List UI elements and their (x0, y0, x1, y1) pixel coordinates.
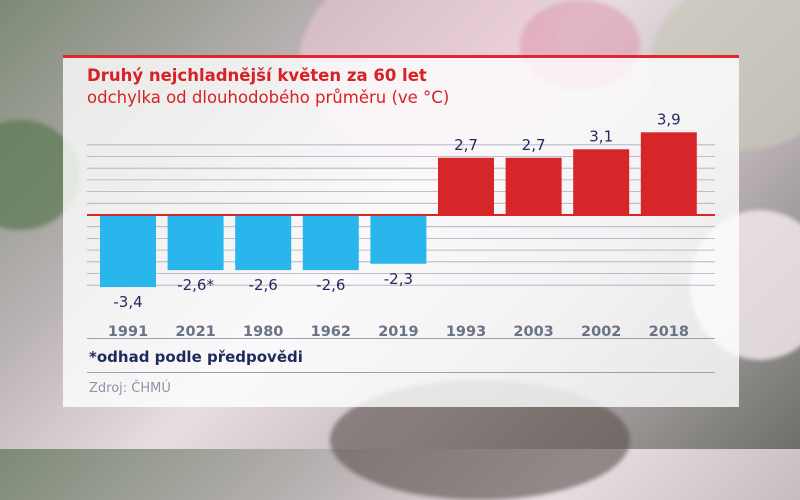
bar (167, 215, 224, 271)
chart-panel: Druhý nejchladnější květen za 60 let odc… (63, 55, 739, 407)
bar (573, 149, 630, 215)
category-label: 2019 (378, 324, 418, 340)
bar (370, 215, 427, 264)
category-label: 2002 (581, 324, 621, 340)
data-label: -2,3 (384, 270, 413, 288)
bar-chart: -3,4 1991 -2,6* 2021 -2,6 1980 -2,6 1962 -2,3 201… (87, 110, 715, 340)
bar (235, 215, 292, 271)
category-label: 2003 (513, 324, 553, 340)
category-label: 1993 (446, 324, 486, 340)
separator-line (87, 372, 715, 373)
bar (505, 157, 562, 215)
source-note: Zdroj: ČHMÚ (89, 381, 171, 396)
bar (302, 215, 359, 271)
category-label: 1962 (311, 324, 351, 340)
data-label: -3,4 (113, 293, 142, 311)
footnote: *odhad podle předpovědi (89, 348, 303, 366)
category-label: 2021 (175, 324, 215, 340)
separator-line (87, 338, 715, 339)
data-label: -2,6 (316, 276, 345, 294)
category-label: 1991 (108, 324, 148, 340)
data-label: 2,7 (454, 136, 478, 154)
chart-subtitle: odchylka od dlouhodobého průměru (ve °C) (87, 88, 450, 107)
data-label: 3,1 (589, 127, 613, 145)
data-label: -2,6* (177, 276, 214, 294)
bar (100, 215, 156, 288)
data-label: 2,7 (522, 136, 546, 154)
data-label: 3,9 (657, 110, 681, 128)
category-label: 1980 (243, 324, 283, 340)
chart-title: Druhý nejchladnější květen za 60 let (87, 66, 427, 85)
bar (640, 132, 697, 215)
category-label: 2018 (649, 324, 689, 340)
data-label: -2,6 (249, 276, 278, 294)
bar (438, 157, 494, 215)
